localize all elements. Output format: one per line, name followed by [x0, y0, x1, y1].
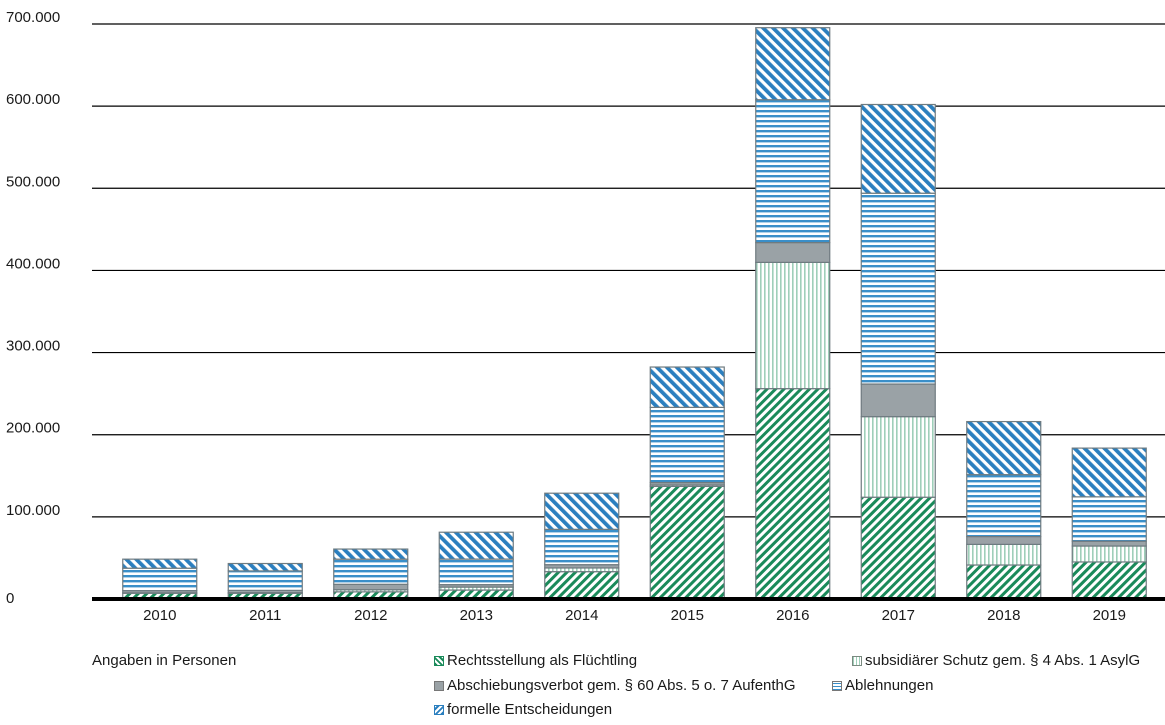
x-tick-label: 2014 — [565, 607, 598, 624]
bar-segment — [438, 531, 514, 560]
y-tick-label: 300.000 — [6, 338, 60, 355]
bar-segment — [1071, 545, 1147, 563]
bar-segment — [122, 567, 198, 592]
bar-segment — [755, 388, 831, 600]
bar-segment — [1071, 447, 1147, 498]
x-tick-label: 2017 — [882, 607, 915, 624]
bar-segment — [966, 535, 1042, 545]
gridlines — [92, 23, 1165, 518]
y-tick-label: 0 — [6, 590, 14, 607]
bar-segment — [966, 420, 1042, 476]
bar-segment — [1071, 561, 1147, 600]
bar-segment — [122, 558, 198, 569]
bar-segment — [860, 192, 936, 385]
bar-segment — [544, 571, 620, 600]
y-tick-label: 400.000 — [6, 255, 60, 272]
bar-segment — [860, 383, 936, 418]
bar-segment — [649, 485, 725, 600]
x-tick-label: 2018 — [987, 607, 1020, 624]
bar-segment — [966, 564, 1042, 600]
bar-segment — [755, 27, 831, 101]
bar-segment — [755, 261, 831, 390]
x-tick-label: 2013 — [460, 607, 493, 624]
bar-segment — [860, 103, 936, 194]
x-tick-label: 2012 — [354, 607, 387, 624]
bar-segment — [755, 99, 831, 244]
x-tick-label: 2010 — [143, 607, 176, 624]
bar-segment — [649, 366, 725, 408]
y-tick-label: 500.000 — [6, 173, 60, 190]
bar-segment — [1071, 496, 1147, 542]
y-axis-ticks: 0 100.000 200.000 300.000 400.000 500.000 600.… — [6, 9, 60, 607]
bar-segment — [544, 492, 620, 530]
bar-segment — [544, 528, 620, 566]
bar-segment — [966, 543, 1042, 566]
bar-segment — [860, 496, 936, 600]
x-tick-label: 2015 — [671, 607, 704, 624]
bar-segment — [438, 558, 514, 586]
bar-segment — [860, 416, 936, 498]
y-tick-label: 200.000 — [6, 420, 60, 437]
y-tick-label: 100.000 — [6, 502, 60, 519]
bar-segment — [227, 570, 303, 591]
x-tick-label: 2016 — [776, 607, 809, 624]
bar-segment — [227, 562, 303, 572]
x-tick-label: 2019 — [1093, 607, 1126, 624]
bar-segment — [333, 558, 409, 585]
bar-segment — [966, 474, 1042, 538]
x-tick-label: 2011 — [249, 607, 281, 624]
bar-segment — [333, 583, 409, 591]
bar-segment — [333, 548, 409, 560]
y-tick-label: 700.000 — [6, 9, 60, 26]
x-axis-ticks: 2010 2011 2012 2013 2014 2015 2016 2017 2018 2019 — [92, 597, 1165, 624]
bars — [122, 27, 1147, 600]
y-tick-label: 600.000 — [6, 91, 60, 108]
bar-segment — [1071, 540, 1147, 547]
bar-segment — [649, 406, 725, 484]
bar-segment — [755, 241, 831, 263]
